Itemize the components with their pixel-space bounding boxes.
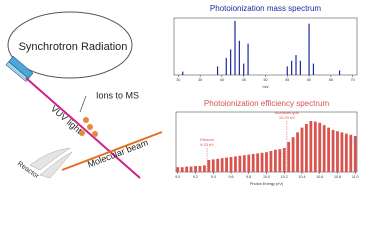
stem: [260, 152, 264, 172]
x-tick-label: 10.0: [263, 175, 270, 179]
beamline-source: [5, 56, 34, 82]
stem: [344, 133, 348, 172]
stem: [336, 131, 339, 172]
stem: [305, 124, 308, 172]
chart-title: Photoionization mass spectrum: [210, 4, 322, 13]
stem: [185, 166, 189, 172]
stem: [247, 154, 251, 172]
stem: [269, 151, 273, 172]
x-tick-label: 9.6: [229, 175, 234, 179]
x-tick-label: 60: [307, 78, 311, 82]
x-tick-label: 10.4: [298, 175, 305, 179]
stem: [312, 63, 315, 75]
stem: [340, 132, 344, 172]
stem: [238, 40, 240, 75]
x-tick-label: 70: [351, 78, 355, 82]
stem: [291, 137, 295, 172]
stem: [225, 157, 228, 172]
stem: [309, 121, 313, 172]
x-tick-label: 9.4: [211, 175, 216, 179]
stem: [234, 156, 237, 172]
figure: Synchrotron Radiation VUV light Molecula…: [5, 4, 359, 186]
stem: [278, 149, 282, 172]
stem: [243, 63, 245, 75]
stem: [182, 71, 184, 75]
stem: [211, 159, 215, 172]
stem: [273, 149, 277, 172]
stem: [247, 43, 249, 75]
reactor: [29, 147, 73, 179]
stem: [353, 136, 357, 172]
ions: [79, 117, 98, 137]
stem: [207, 160, 211, 172]
stem: [256, 153, 260, 172]
annotation-text: Acetaldehyde: [275, 110, 300, 115]
stem: [322, 125, 326, 172]
stem: [216, 158, 220, 172]
stem: [216, 66, 219, 75]
beam-label: Molecular beam: [86, 137, 149, 169]
stem: [189, 166, 193, 172]
x-tick-label: 10.8: [334, 175, 341, 179]
stem: [238, 155, 242, 172]
stem: [180, 167, 184, 172]
x-tick-label: 11.0: [352, 175, 359, 179]
x-axis-label: Photon Energy (eV): [250, 182, 284, 186]
stem: [251, 154, 255, 172]
stem: [265, 152, 268, 172]
x-tick-label: 65: [329, 78, 333, 82]
storage-ring: [7, 11, 133, 79]
stem: [331, 130, 335, 172]
stem: [282, 148, 286, 172]
stem: [286, 66, 288, 75]
x-tick-label: 50: [264, 78, 268, 82]
x-tick-label: 10.6: [316, 175, 323, 179]
stem: [327, 127, 331, 172]
stem: [225, 57, 227, 75]
stem: [287, 142, 291, 172]
x-tick-label: 9.8: [246, 175, 251, 179]
stem: [313, 121, 317, 172]
vuv-beam: [25, 77, 141, 179]
annotation-energy: 9.33 eV: [200, 142, 214, 147]
stem: [299, 60, 301, 75]
page: Synchrotron Radiation VUV light Molecula…: [5, 4, 359, 186]
x-tick-label: 55: [285, 78, 289, 82]
molecular-beam: [61, 131, 163, 171]
stem: [176, 167, 180, 172]
stem: [300, 127, 304, 172]
chart-title: Photoionization efficiency spectrum: [204, 99, 330, 108]
stem: [349, 134, 353, 172]
x-tick-label: 45: [242, 78, 246, 82]
x-axis-label: m/z: [262, 85, 268, 89]
stem: [291, 60, 293, 75]
stem: [202, 165, 206, 172]
source-label: Synchrotron Radiation: [19, 41, 128, 53]
annotation-text: Ethanol: [200, 137, 214, 142]
ions-label: Ions to MS: [96, 90, 139, 100]
annotation-energy: 10.23 eV: [279, 115, 295, 120]
stem: [194, 166, 197, 172]
stem: [308, 23, 310, 75]
plot-frame: [173, 17, 358, 76]
x-tick-label: 30: [176, 78, 180, 82]
x-tick-label: 9.0: [175, 175, 180, 179]
stem: [318, 122, 322, 172]
x-tick-label: 40: [220, 78, 224, 82]
stem: [242, 155, 246, 172]
stem: [296, 132, 299, 172]
stem: [234, 20, 236, 76]
stem: [229, 157, 233, 172]
x-tick-label: 9.2: [193, 175, 198, 179]
x-tick-label: 10.2: [281, 175, 288, 179]
stem: [230, 49, 232, 75]
stem: [295, 55, 297, 75]
stem: [220, 158, 224, 172]
light-label: VUV light: [49, 103, 84, 135]
x-tick-label: 35: [198, 78, 202, 82]
stem: [198, 166, 202, 172]
ion-arrow: [79, 95, 87, 113]
stem: [338, 70, 341, 75]
